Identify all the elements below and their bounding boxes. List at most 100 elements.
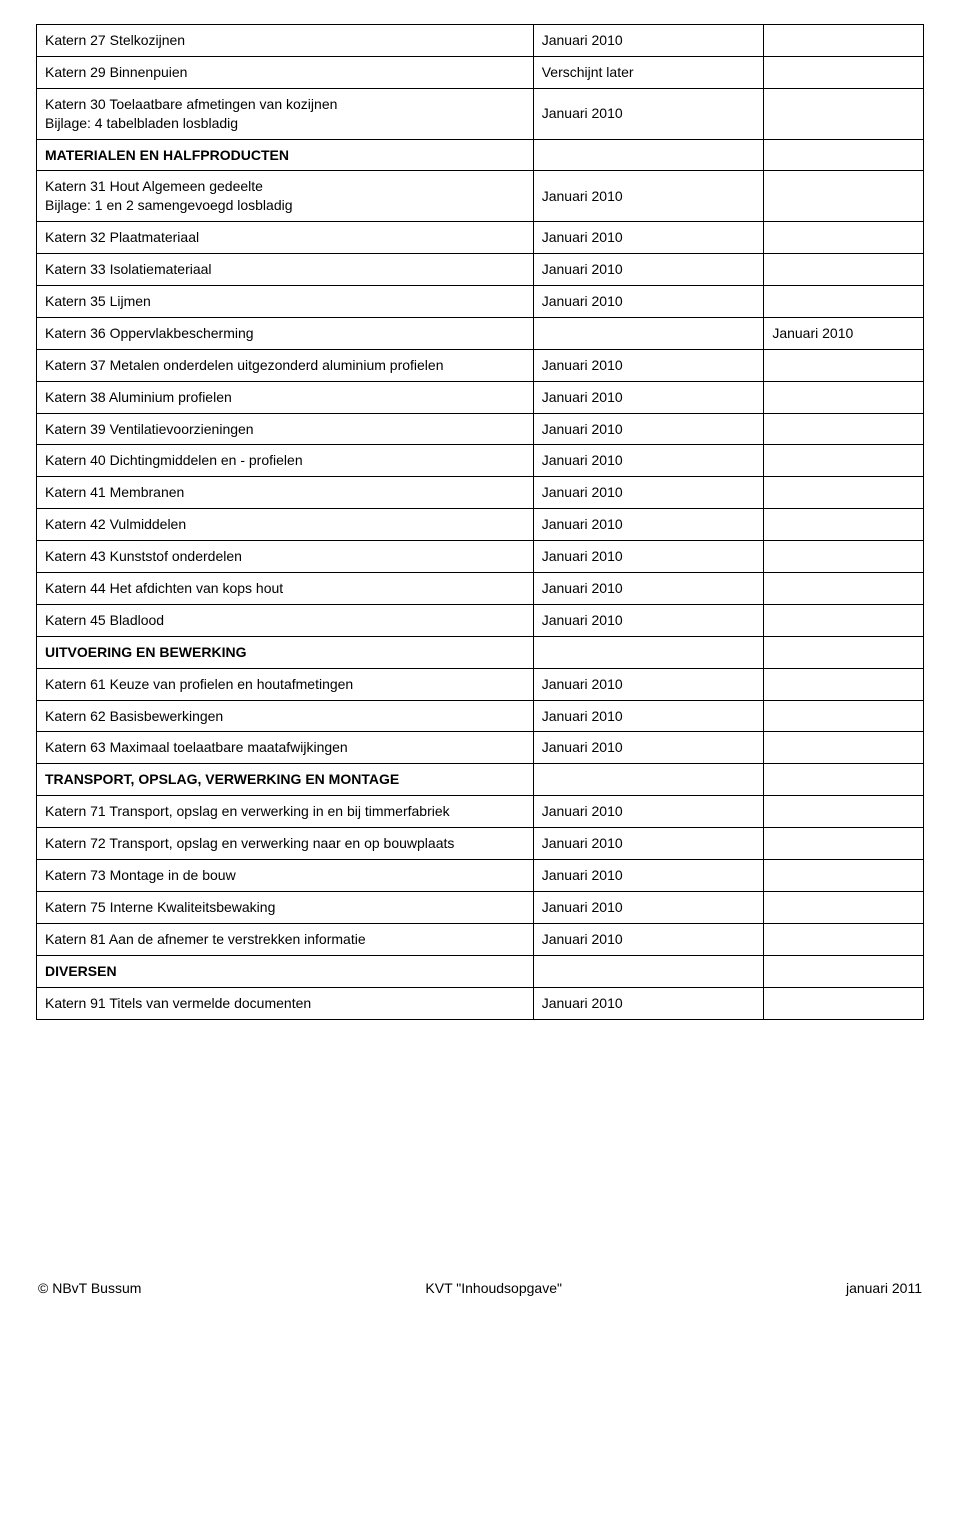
entry-label: Katern 32 Plaatmateriaal — [37, 222, 534, 254]
entry-date-col3 — [764, 955, 924, 987]
entry-date-col2: Januari 2010 — [533, 700, 764, 732]
entry-date-col2: Januari 2010 — [533, 222, 764, 254]
entry-date-col2: Januari 2010 — [533, 349, 764, 381]
entry-label: Katern 35 Lijmen — [37, 286, 534, 318]
entry-date-col3: Januari 2010 — [764, 317, 924, 349]
entry-date-col3 — [764, 254, 924, 286]
entry-date-col3 — [764, 286, 924, 318]
entry-label: Katern 75 Interne Kwaliteitsbewaking — [37, 891, 534, 923]
table-row: Katern 81 Aan de afnemer te verstrekken … — [37, 923, 924, 955]
entry-date-col3 — [764, 923, 924, 955]
table-row: Katern 45 BladloodJanuari 2010 — [37, 604, 924, 636]
entry-label: Katern 81 Aan de afnemer te verstrekken … — [37, 923, 534, 955]
entry-label: Katern 62 Basisbewerkingen — [37, 700, 534, 732]
table-row: TRANSPORT, OPSLAG, VERWERKING EN MONTAGE — [37, 764, 924, 796]
entry-label: Katern 44 Het afdichten van kops hout — [37, 573, 534, 605]
entry-date-col2 — [533, 139, 764, 171]
document-page: Katern 27 StelkozijnenJanuari 2010Katern… — [0, 0, 960, 1316]
entry-label: Katern 91 Titels van vermelde documenten — [37, 987, 534, 1019]
table-row: Katern 41 MembranenJanuari 2010 — [37, 477, 924, 509]
entry-date-col2: Januari 2010 — [533, 286, 764, 318]
entry-date-col2: Januari 2010 — [533, 732, 764, 764]
table-row: DIVERSEN — [37, 955, 924, 987]
entry-date-col2: Januari 2010 — [533, 477, 764, 509]
table-row: Katern 42 VulmiddelenJanuari 2010 — [37, 509, 924, 541]
table-row: Katern 35 LijmenJanuari 2010 — [37, 286, 924, 318]
table-row: Katern 72 Transport, opslag en verwerkin… — [37, 828, 924, 860]
table-row: Katern 44 Het afdichten van kops houtJan… — [37, 573, 924, 605]
table-row: Katern 31 Hout Algemeen gedeelteBijlage:… — [37, 171, 924, 222]
entry-date-col3 — [764, 828, 924, 860]
table-row: Katern 37 Metalen onderdelen uitgezonder… — [37, 349, 924, 381]
entry-date-col2 — [533, 317, 764, 349]
entry-label: Katern 33 Isolatiemateriaal — [37, 254, 534, 286]
table-row: Katern 73 Montage in de bouwJanuari 2010 — [37, 860, 924, 892]
section-heading: UITVOERING EN BEWERKING — [37, 636, 534, 668]
entry-label: Katern 73 Montage in de bouw — [37, 860, 534, 892]
entry-label: Katern 43 Kunststof onderdelen — [37, 541, 534, 573]
entry-date-col2 — [533, 636, 764, 668]
entry-date-col2: Verschijnt later — [533, 56, 764, 88]
entry-label: Katern 45 Bladlood — [37, 604, 534, 636]
table-row: Katern 33 IsolatiemateriaalJanuari 2010 — [37, 254, 924, 286]
entry-date-col2: Januari 2010 — [533, 381, 764, 413]
entry-date-col2 — [533, 764, 764, 796]
entry-date-col2: Januari 2010 — [533, 445, 764, 477]
entry-date-col3 — [764, 349, 924, 381]
page-footer: © NBvT Bussum KVT "Inhoudsopgave" januar… — [36, 1280, 924, 1296]
entry-label: Katern 37 Metalen onderdelen uitgezonder… — [37, 349, 534, 381]
entry-label: Katern 30 Toelaatbare afmetingen van koz… — [37, 88, 534, 139]
entry-date-col3 — [764, 139, 924, 171]
entry-date-col3 — [764, 381, 924, 413]
entry-date-col2: Januari 2010 — [533, 88, 764, 139]
entry-date-col3 — [764, 987, 924, 1019]
table-row: Katern 36 Oppervlakbescherming Januari 20… — [37, 317, 924, 349]
entry-label: Katern 71 Transport, opslag en verwerkin… — [37, 796, 534, 828]
entry-date-col2: Januari 2010 — [533, 413, 764, 445]
entry-label: Katern 40 Dichtingmiddelen en - profiele… — [37, 445, 534, 477]
table-row: Katern 29 BinnenpuienVerschijnt later — [37, 56, 924, 88]
section-heading: MATERIALEN EN HALFPRODUCTEN — [37, 139, 534, 171]
entry-date-col2: Januari 2010 — [533, 796, 764, 828]
entry-label: Katern 42 Vulmiddelen — [37, 509, 534, 541]
entry-date-col3 — [764, 604, 924, 636]
entry-date-col3 — [764, 413, 924, 445]
entry-date-col3 — [764, 796, 924, 828]
table-row: Katern 61 Keuze van profielen en houtafm… — [37, 668, 924, 700]
section-heading: TRANSPORT, OPSLAG, VERWERKING EN MONTAGE — [37, 764, 534, 796]
entry-date-col2: Januari 2010 — [533, 891, 764, 923]
footer-left: © NBvT Bussum — [38, 1280, 141, 1296]
entry-date-col2: Januari 2010 — [533, 604, 764, 636]
table-row: Katern 40 Dichtingmiddelen en - profiele… — [37, 445, 924, 477]
table-row: Katern 43 Kunststof onderdelenJanuari 20… — [37, 541, 924, 573]
table-row: MATERIALEN EN HALFPRODUCTEN — [37, 139, 924, 171]
entry-label: Katern 27 Stelkozijnen — [37, 25, 534, 57]
entry-label: Katern 39 Ventilatievoorzieningen — [37, 413, 534, 445]
entry-date-col3 — [764, 891, 924, 923]
table-row: Katern 91 Titels van vermelde documenten… — [37, 987, 924, 1019]
entry-label: Katern 36 Oppervlakbescherming — [37, 317, 534, 349]
entry-date-col2: Januari 2010 — [533, 541, 764, 573]
entry-date-col3 — [764, 509, 924, 541]
table-row: Katern 71 Transport, opslag en verwerkin… — [37, 796, 924, 828]
entry-date-col3 — [764, 573, 924, 605]
entry-date-col3 — [764, 56, 924, 88]
entry-date-col3 — [764, 541, 924, 573]
footer-center: KVT "Inhoudsopgave" — [425, 1280, 562, 1296]
entry-date-col3 — [764, 477, 924, 509]
entry-date-col2: Januari 2010 — [533, 923, 764, 955]
entry-date-col2: Januari 2010 — [533, 860, 764, 892]
table-row: Katern 39 VentilatievoorzieningenJanuari… — [37, 413, 924, 445]
entry-date-col3 — [764, 636, 924, 668]
entry-date-col2 — [533, 955, 764, 987]
entry-date-col2: Januari 2010 — [533, 828, 764, 860]
footer-right: januari 2011 — [846, 1280, 922, 1296]
entry-date-col3 — [764, 700, 924, 732]
entry-date-col3 — [764, 764, 924, 796]
table-row: Katern 63 Maximaal toelaatbare maatafwij… — [37, 732, 924, 764]
entry-date-col3 — [764, 445, 924, 477]
entry-date-col3 — [764, 25, 924, 57]
entry-date-col2: Januari 2010 — [533, 573, 764, 605]
entry-date-col3 — [764, 860, 924, 892]
entry-date-col3 — [764, 732, 924, 764]
